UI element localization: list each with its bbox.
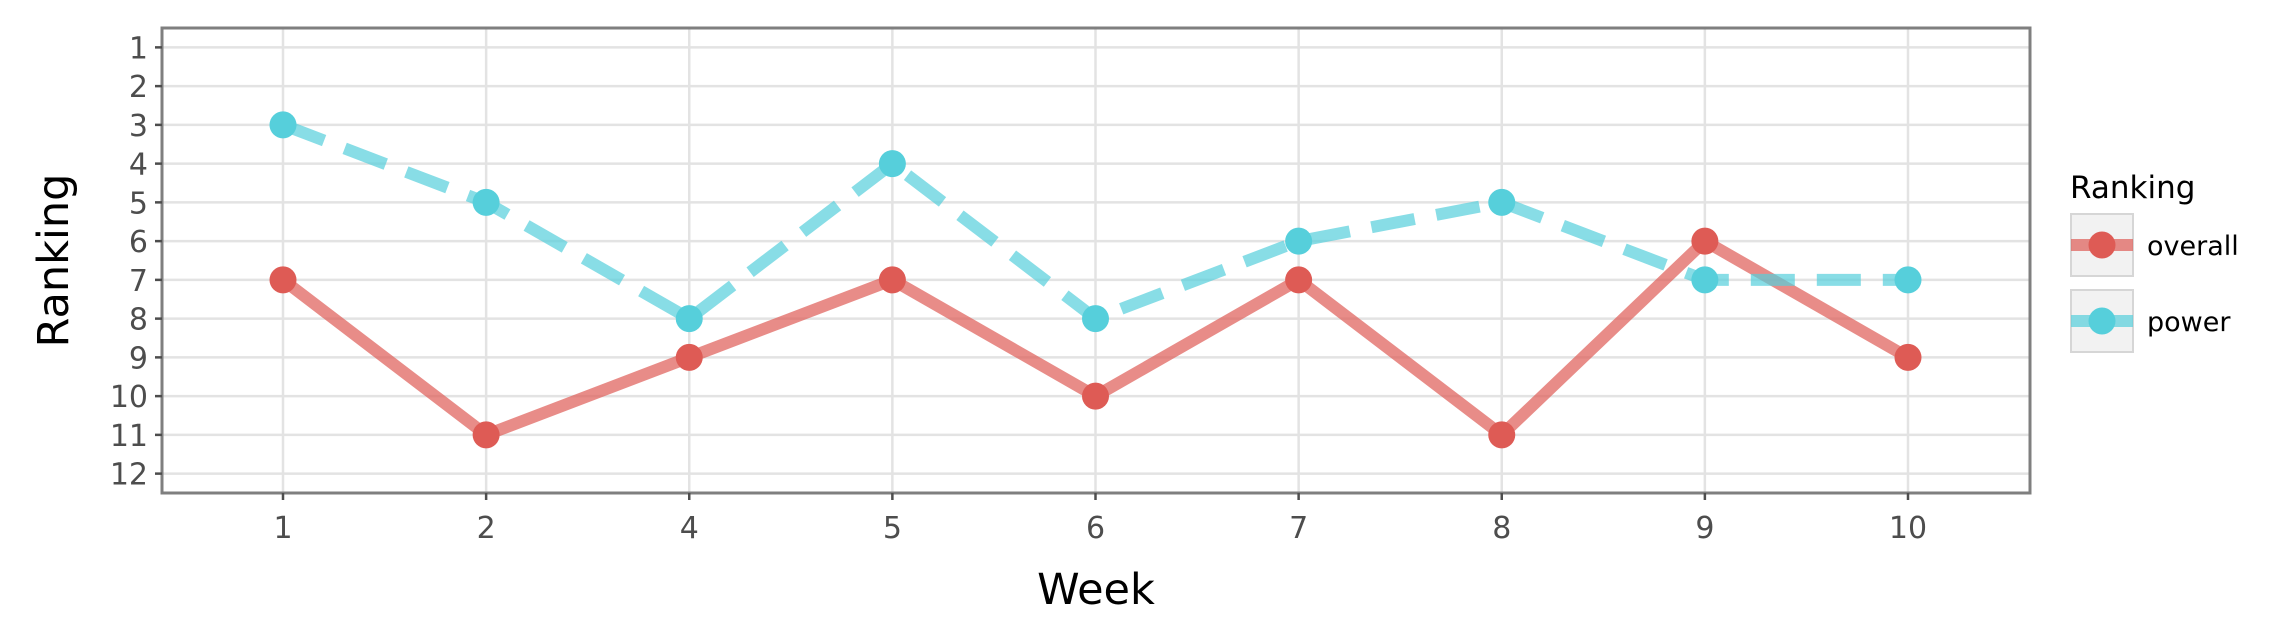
data-point-overall (675, 343, 703, 371)
x-tick-label: 2 (477, 511, 496, 546)
x-tick-label: 7 (1289, 511, 1308, 546)
data-point-overall (1285, 266, 1313, 294)
y-tick-label: 6 (129, 225, 148, 260)
x-tick-label: 1 (273, 511, 292, 546)
data-point-overall (1894, 343, 1922, 371)
y-tick-label: 2 (129, 70, 148, 105)
legend-key-point (2088, 231, 2116, 259)
y-axis-title: Ranking (29, 174, 79, 348)
y-tick-label: 9 (129, 341, 148, 376)
data-point-power (675, 305, 703, 333)
series-points-power (269, 111, 1922, 333)
data-point-power (269, 111, 297, 139)
legend-label: overall (2147, 231, 2239, 262)
data-point-overall (472, 421, 500, 449)
series-layer (269, 111, 1922, 449)
data-point-overall (269, 266, 297, 294)
data-point-power (1894, 266, 1922, 294)
data-point-overall (878, 266, 906, 294)
y-tick-label: 5 (129, 186, 148, 221)
legend: Ranking overall power (2070, 170, 2239, 353)
x-tick-label: 10 (1889, 511, 1927, 546)
data-point-power (1691, 266, 1719, 294)
x-tick-label: 9 (1695, 511, 1714, 546)
legend-item-power: power (2070, 289, 2231, 353)
data-point-power (1488, 188, 1516, 216)
legend-title: Ranking (2070, 170, 2195, 206)
legend-key-point (2088, 307, 2116, 335)
legend-label: power (2147, 307, 2231, 338)
y-tick-label: 7 (129, 264, 148, 299)
data-point-power (1082, 305, 1109, 333)
series-points-overall (269, 227, 1922, 449)
y-tick-label: 10 (110, 380, 148, 415)
x-tick-label: 4 (680, 511, 699, 546)
data-point-power (472, 188, 500, 216)
y-tick-label: 3 (129, 109, 148, 144)
x-tick-label: 8 (1492, 511, 1511, 546)
data-point-power (1285, 227, 1313, 255)
y-tick-label: 4 (129, 148, 148, 183)
y-tick-label: 8 (129, 303, 148, 338)
data-point-overall (1488, 421, 1516, 449)
y-tick-label: 11 (110, 419, 148, 454)
data-point-overall (1082, 382, 1109, 410)
legend-item-overall: overall (2070, 213, 2239, 277)
x-tick-label: 5 (883, 511, 902, 546)
y-tick-label: 1 (129, 31, 148, 66)
data-point-overall (1691, 227, 1719, 255)
x-tick-label: 6 (1086, 511, 1105, 546)
data-point-power (878, 150, 906, 178)
x-axis-title: Week (1037, 565, 1155, 615)
y-tick-label: 12 (110, 458, 148, 493)
